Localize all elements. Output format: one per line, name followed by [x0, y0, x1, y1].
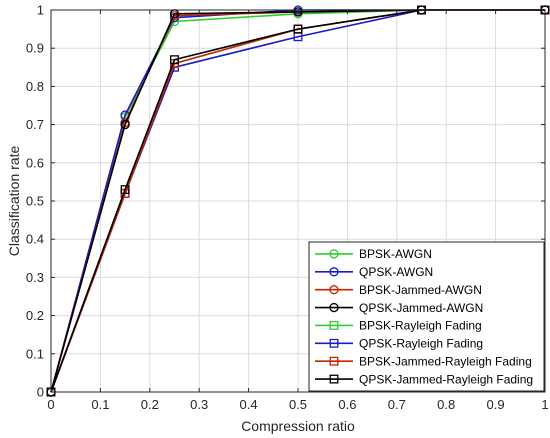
legend-marker	[329, 356, 339, 366]
legend-item: BPSK-Rayleigh Fading	[315, 319, 482, 333]
x-tick-label: 0.7	[388, 397, 406, 412]
legend-marker	[329, 267, 339, 277]
y-tick-label: 0.1	[26, 346, 44, 361]
legend-label: QPSK-Jammed-AWGN	[359, 301, 483, 315]
y-tick-label: 0.4	[26, 232, 44, 247]
x-tick-label: 0.6	[338, 397, 356, 412]
legend-box	[308, 241, 545, 392]
x-tick-label: 0.4	[240, 397, 258, 412]
data-point	[293, 24, 303, 34]
legend-marker	[329, 249, 339, 259]
y-tick-label: 0.6	[26, 155, 44, 170]
x-tick-label: 0.9	[487, 397, 505, 412]
legend-label: BPSK-AWGN	[359, 247, 432, 261]
x-axis-label: Compression ratio	[241, 418, 355, 434]
legend-item: BPSK-AWGN	[315, 247, 432, 261]
legend-label: QPSK-AWGN	[359, 265, 433, 279]
x-tick-label: 0.5	[289, 397, 307, 412]
x-tick-label: 0.8	[437, 397, 455, 412]
y-tick-label: 1	[37, 3, 44, 18]
y-tick-label: 0.9	[26, 41, 44, 56]
legend-label: BPSK-Rayleigh Fading	[359, 319, 482, 333]
x-tick-label: 0.2	[141, 397, 159, 412]
legend-marker	[329, 338, 339, 348]
legend-item: QPSK-Jammed-Rayleigh Fading	[315, 372, 533, 386]
legend-label: QPSK-Rayleigh Fading	[359, 337, 483, 351]
y-axis-label: Classification rate	[6, 146, 22, 257]
legend-item: QPSK-Jammed-AWGN	[315, 301, 483, 315]
legend-label: BPSK-Jammed-Rayleigh Fading	[359, 354, 532, 368]
data-point	[293, 7, 303, 17]
x-tick-label: 0	[47, 397, 54, 412]
legend: BPSK-AWGN QPSK-AWGN BPSK-Jammed-AWGN QPSK-J…	[308, 241, 545, 392]
y-tick-label: 0.3	[26, 270, 44, 285]
y-tick-label: 0.5	[26, 194, 44, 209]
x-tick-label: 1	[541, 397, 548, 412]
data-point	[120, 185, 130, 194]
legend-item: QPSK-Rayleigh Fading	[315, 337, 483, 351]
data-point	[170, 55, 179, 65]
legend-item: BPSK-Jammed-AWGN	[315, 283, 482, 297]
legend-marker	[329, 320, 339, 330]
legend-marker	[329, 302, 339, 313]
legend-item: BPSK-Jammed-Rayleigh Fading	[315, 354, 532, 368]
legend-item: QPSK-AWGN	[315, 265, 433, 279]
data-point	[120, 119, 130, 130]
x-tick-label: 0.1	[91, 397, 109, 412]
y-tick-label: 0	[37, 385, 44, 400]
legend-label: QPSK-Jammed-Rayleigh Fading	[359, 372, 533, 386]
legend-label: BPSK-Jammed-AWGN	[359, 283, 482, 297]
y-tick-label: 0.2	[26, 308, 44, 323]
y-tick-label: 0.7	[26, 117, 44, 132]
y-tick-label: 0.8	[26, 79, 44, 94]
legend-marker	[329, 374, 339, 384]
x-tick-label: 0.3	[190, 397, 208, 412]
legend-marker	[329, 285, 339, 295]
